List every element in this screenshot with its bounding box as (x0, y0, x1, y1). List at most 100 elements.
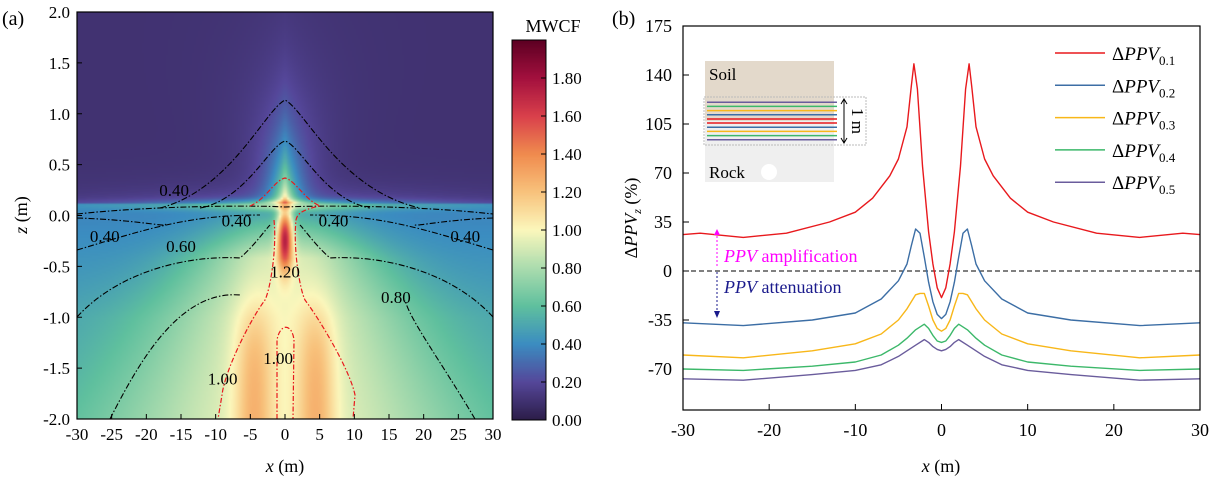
legend-label: ΔPPV0.1 (1112, 44, 1175, 68)
y-axis-label-b: ΔPPVz (%) (621, 178, 644, 259)
colorbar-tick-label: 1.80 (552, 69, 582, 88)
x-tick-label-a: 25 (450, 425, 467, 444)
contour-line (109, 294, 476, 420)
x-tick-label-a: -15 (170, 425, 193, 444)
legend-label: ΔPPV0.5 (1112, 173, 1175, 197)
red-contour-lines (217, 177, 356, 420)
x-tick-label-a: -30 (66, 425, 89, 444)
contour-label: 0.40 (159, 181, 189, 200)
colorbar (512, 40, 546, 420)
x-tick-label-b: 20 (1105, 420, 1123, 440)
inset-rock-label: Rock (709, 163, 745, 182)
y-tick-label-b: 0 (663, 261, 672, 281)
colorbar-tick-label: 1.00 (552, 221, 582, 240)
colorbar-tick-label: 0.40 (552, 335, 582, 354)
contour-line (76, 224, 494, 318)
x-tick-label-a: 5 (315, 425, 324, 444)
colorbar-tick-label: 0.20 (552, 373, 582, 392)
amplification-arrowhead (714, 229, 720, 235)
y-tick-label-b: 175 (645, 16, 672, 36)
inset-layer-box (703, 96, 867, 146)
panel-label-a: (a) (2, 8, 24, 30)
colorbar-tick-label: 1.20 (552, 183, 582, 202)
x-tick-label-a: -5 (243, 425, 257, 444)
contour-labels: 0.40 0.40 0.40 0.40 0.40 0.60 1.20 0.80 1.00 1.00 (90, 181, 480, 388)
contour-label: 1.00 (263, 349, 293, 368)
y-tick-label-b: 70 (654, 163, 672, 183)
contour-line (76, 217, 494, 226)
x-tick-label-b: -30 (671, 420, 695, 440)
attenuation-label: PPV attenuation (723, 277, 841, 297)
plot-frame-b (682, 25, 1201, 411)
contour-line (249, 177, 356, 420)
thickness-label: 1 m (848, 108, 867, 134)
contour-label: 0.80 (381, 288, 411, 307)
x-tick-label-a: 30 (485, 425, 502, 444)
colorbar-tick-label: 0.00 (552, 411, 582, 430)
series-line-0.2 (682, 228, 1201, 327)
x-tick-label-b: -10 (843, 420, 867, 440)
contour-label: 0.60 (166, 237, 196, 256)
y-tick-label-a: -1.5 (43, 359, 70, 378)
x-tick-label-a: -25 (100, 425, 123, 444)
y-tick-label-b: -35 (648, 310, 672, 330)
contour-label: 0.40 (319, 212, 349, 231)
legend-label: ΔPPV0.4 (1112, 141, 1176, 165)
y-tick-label-a: -1.0 (43, 308, 70, 327)
thickness-arrowheads (840, 98, 848, 144)
y-tick-label-a: 0.0 (49, 207, 70, 226)
legend-label: ΔPPV0.2 (1112, 76, 1175, 100)
panel-label-b: (b) (612, 8, 635, 30)
axes-a: -30 -25 -20 -15 -10 -5 0 5 10 15 20 25 30 2.0 1.5 1.0 0.… (43, 3, 501, 444)
y-tick-label-b: 35 (654, 212, 672, 232)
contour-label: 1.20 (270, 262, 300, 281)
colorbar-tick-label: 0.60 (552, 297, 582, 316)
contour-line (76, 214, 494, 251)
contour-label: 0.40 (222, 212, 252, 231)
x-tick-label-a: 0 (281, 425, 290, 444)
y-axis-label-a: z (m) (11, 196, 32, 235)
contour-line (217, 219, 276, 420)
x-tick-label-b: 10 (1019, 420, 1037, 440)
y-tick-label-b: -70 (648, 359, 672, 379)
series-line-0.1 (682, 63, 1201, 299)
series-line-0.5 (682, 338, 1201, 381)
y-tick-label-a: -0.5 (43, 257, 70, 276)
inset-soil-label: Soil (709, 65, 737, 84)
contour-lines (76, 99, 494, 420)
y-tick-label-a: 0.5 (49, 156, 70, 175)
y-tick-label-a: 1.5 (49, 54, 70, 73)
y-tick-label-a: 2.0 (49, 3, 70, 22)
x-tick-label-a: 15 (381, 425, 398, 444)
colorbar-tick-label: 1.40 (552, 145, 582, 164)
axes-b: -30 -20 -10 0 10 20 30 175 140 105 70 35 0 -35 -70 (645, 16, 1209, 440)
x-tick-label-b: 0 (937, 420, 946, 440)
x-tick-label-a: -10 (204, 425, 227, 444)
legend-label: ΔPPV0.3 (1112, 109, 1175, 133)
series-line-0.3 (682, 292, 1201, 359)
colorbar-tick-label: 1.60 (552, 107, 582, 126)
colorbar-tick-label: 0.80 (552, 259, 582, 278)
colorbar-title: MWCF (525, 16, 580, 36)
mwcf-heatmap (77, 12, 493, 419)
contour-line (199, 140, 371, 209)
series-line-0.4 (682, 323, 1201, 372)
legend: ΔPPV0.1 ΔPPV0.2 ΔPPV0.3 ΔPPV0.4 ΔPPV0.5 (1055, 44, 1176, 197)
inset-source-circle (761, 164, 777, 180)
y-tick-label-a: 1.0 (49, 105, 70, 124)
contour-label: 0.40 (450, 227, 480, 246)
inset-diagram: 1 m Soil Rock (703, 61, 867, 182)
x-tick-label-a: 10 (346, 425, 363, 444)
x-tick-label-b: -20 (757, 420, 781, 440)
contour-label: 1.00 (208, 369, 238, 388)
contour-label: 0.40 (90, 227, 120, 246)
attenuation-arrowhead (714, 311, 720, 318)
contour-line (159, 99, 421, 209)
y-tick-label-a: -2.0 (43, 410, 70, 429)
colorbar-frame (511, 39, 547, 421)
contour-line (76, 205, 494, 215)
x-tick-label-a: 20 (415, 425, 432, 444)
x-tick-label-b: 30 (1191, 420, 1209, 440)
